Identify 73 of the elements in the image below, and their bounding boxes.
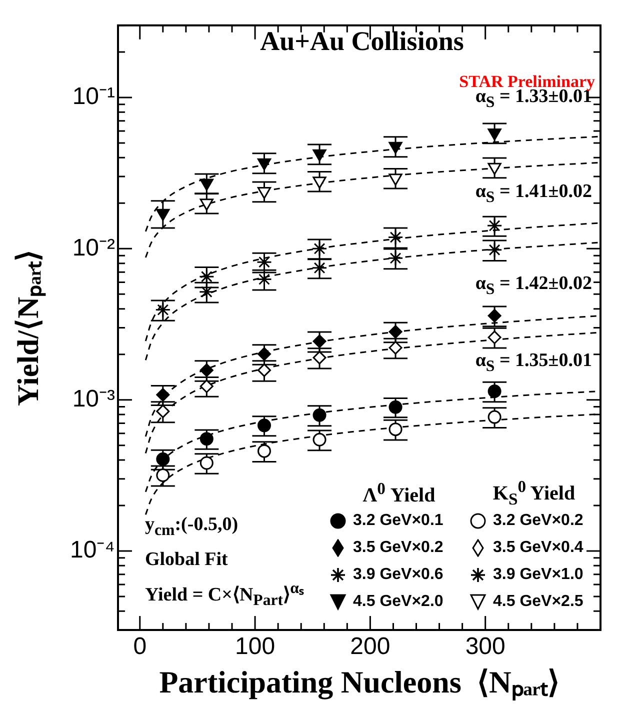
- point: [488, 162, 502, 175]
- point: [388, 174, 402, 186]
- legend-label: 3.5 GeV×0.4: [493, 538, 584, 556]
- annotation: y$_{cm}$:(-0.5,0): [145, 513, 240, 541]
- point: [312, 149, 326, 162]
- legend-label: 3.9 GeV×1.0: [493, 566, 584, 584]
- annotation: α$_{S}$ = 1.41±0.02: [475, 181, 592, 208]
- point: [257, 444, 271, 458]
- point: [156, 404, 170, 418]
- annotation: K$_{S}$$^{0}$ Yield: [492, 477, 576, 510]
- point: [312, 176, 326, 189]
- annotation: α$_{S}$ = 1.35±0.01: [475, 350, 592, 377]
- point: [200, 363, 214, 377]
- line-series: [144, 162, 600, 258]
- point: [257, 186, 272, 199]
- line-series: [144, 222, 600, 342]
- point: [488, 384, 502, 398]
- x-tick-label: 100: [235, 633, 276, 660]
- y-tick-label: 10⁻¹: [72, 83, 116, 110]
- point: [388, 325, 402, 339]
- chart-title: Au+Au Collisions: [259, 26, 465, 57]
- x-axis-title: Participating Nucleons ⟨Nₚₐᵣₜ⟩: [159, 664, 560, 700]
- point: [198, 268, 214, 284]
- point: [388, 142, 402, 154]
- point: [312, 260, 328, 276]
- point: [198, 284, 214, 300]
- point: [156, 452, 170, 466]
- y-tick-label: 10⁻²: [72, 234, 116, 262]
- point: [200, 178, 214, 191]
- point: [488, 330, 502, 344]
- point: [156, 388, 170, 402]
- point: [156, 208, 170, 221]
- point: [312, 432, 326, 446]
- point: [257, 418, 271, 432]
- point: [155, 302, 171, 318]
- annotation: α$_{S}$ = 1.42±0.02: [475, 273, 592, 300]
- point: [486, 218, 502, 234]
- point: [257, 158, 272, 170]
- legend-label: 3.2 GeV×0.1: [353, 512, 444, 530]
- legend-label: 3.5 GeV×0.2: [353, 538, 444, 556]
- legend-label: 3.9 GeV×0.6: [353, 566, 444, 584]
- annotation: Global Fit: [145, 548, 229, 572]
- point: [156, 468, 170, 482]
- point: [488, 410, 502, 424]
- x-tick-label: 200: [350, 633, 390, 660]
- legend-label: 3.2 GeV×0.2: [493, 512, 584, 530]
- point: [388, 422, 402, 436]
- point: [312, 240, 328, 256]
- point: [488, 308, 502, 322]
- point: [200, 198, 214, 211]
- annotation: Yield = C×⟨N$_{Part}$⟩$^{αₛ}$: [145, 578, 304, 611]
- y-tick-label: 10⁻⁴: [70, 536, 115, 564]
- point: [257, 363, 271, 377]
- point: [200, 379, 214, 393]
- annotation: Λ$^{0}$ Yield: [362, 479, 436, 508]
- point: [257, 347, 271, 361]
- x-tick-label: 300: [465, 633, 506, 660]
- y-tick-label: 10⁻³: [72, 385, 116, 412]
- x-tick-label: 0: [133, 633, 147, 660]
- y-axis-title: Yield/⟨Nₚₐᵣₜ⟩: [12, 249, 46, 406]
- legend-label: 4.5 GeV×2.5: [493, 592, 584, 610]
- point: [312, 334, 326, 348]
- point: [200, 432, 214, 446]
- legend-label: 4.5 GeV×2.0: [353, 592, 444, 610]
- point: [388, 400, 402, 414]
- point: [486, 242, 502, 258]
- point: [312, 350, 326, 364]
- point: [312, 408, 326, 422]
- point: [388, 250, 404, 266]
- point: [488, 128, 502, 140]
- point: [388, 230, 404, 245]
- point: [388, 341, 402, 355]
- point: [200, 456, 214, 470]
